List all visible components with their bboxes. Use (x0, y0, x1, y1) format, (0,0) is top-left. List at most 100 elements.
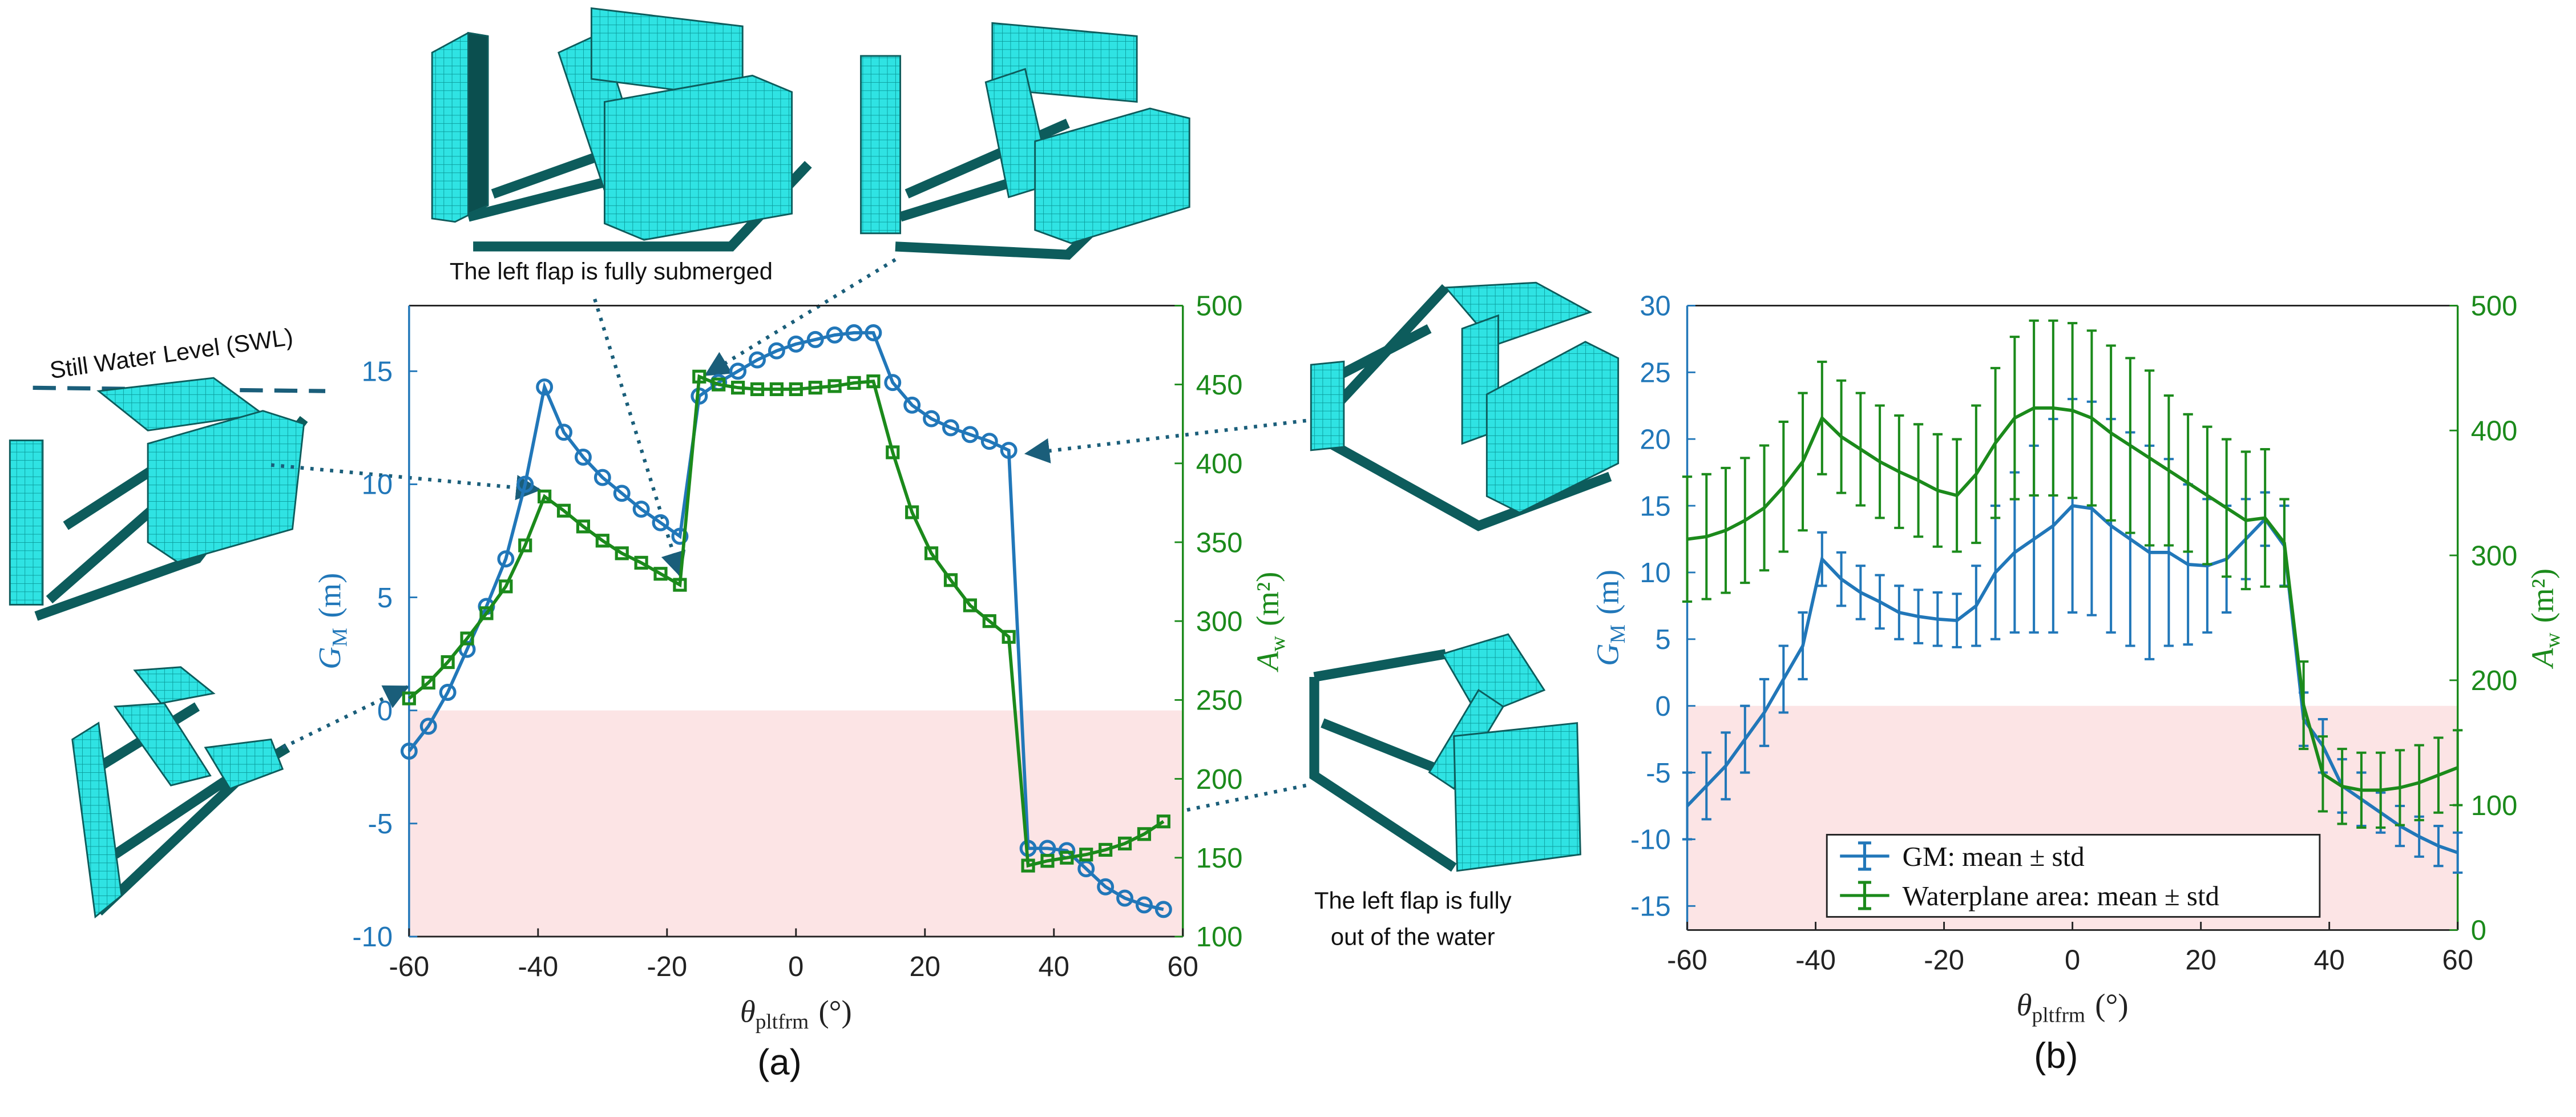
y2-tick-label: 400 (1196, 449, 1243, 479)
point-marker (886, 445, 900, 459)
label-unit: (m) (312, 573, 347, 618)
y2-tick-label: 450 (1196, 370, 1243, 401)
point-marker (576, 519, 591, 534)
point-marker (439, 684, 457, 701)
y2-tick-label: 100 (1196, 922, 1243, 953)
x-tick-label: 20 (910, 951, 940, 982)
point-marker (574, 448, 592, 466)
point-marker (634, 555, 648, 570)
point-marker (595, 534, 609, 548)
series-line (408, 374, 1165, 868)
axis-label: GM (m) (1590, 570, 1630, 666)
series-line (1687, 406, 2458, 792)
render-bottom-right (1309, 633, 1581, 872)
point-marker (1135, 896, 1153, 914)
point-marker (1116, 889, 1134, 907)
render-middle-right (1310, 281, 1620, 531)
y-tick-label: 5 (377, 583, 393, 614)
y2-tick-label: 350 (1196, 527, 1243, 558)
point-marker (1021, 858, 1035, 873)
point-marker (1117, 836, 1132, 850)
x-tick-label: 0 (2065, 945, 2080, 975)
y2-tick-label: 250 (1196, 685, 1243, 716)
point-marker (903, 396, 921, 414)
point-marker (729, 362, 747, 380)
point-marker (479, 606, 494, 620)
point-marker (866, 374, 881, 389)
point-marker (749, 351, 766, 369)
point-marker (419, 717, 437, 735)
label-symbol: G (312, 647, 347, 669)
y2-tick-label: 300 (2471, 541, 2518, 571)
legend-swatch (1840, 881, 1889, 910)
panel-label: (a) (757, 1043, 801, 1083)
point-marker (963, 598, 977, 612)
point-marker (460, 631, 474, 646)
y-tick-label: -5 (368, 809, 393, 840)
x-tick-label: -60 (389, 951, 429, 982)
label-subscript: M (328, 628, 352, 647)
point-marker (1079, 848, 1093, 862)
label-unit: (°) (818, 994, 851, 1029)
point-marker (768, 342, 785, 360)
label-unit: (m²) (2525, 568, 2560, 623)
point-marker (421, 675, 435, 690)
point-marker (1097, 878, 1115, 896)
point-marker (942, 419, 959, 437)
point-marker (400, 743, 418, 760)
axis-label: θpltfrm (°) (2017, 987, 2129, 1027)
render-top-left (431, 7, 812, 252)
label-symbol: θ (740, 994, 756, 1029)
axis-label: Aw (m²) (1250, 572, 1290, 672)
x-tick-label: 0 (788, 951, 804, 982)
point-marker (808, 381, 822, 395)
point-marker (943, 573, 958, 587)
y2-tick-label: 100 (2471, 791, 2518, 821)
y-tick-label: 0 (1656, 691, 1671, 722)
y2-tick-label: 200 (1196, 764, 1243, 795)
x-tick-label: 20 (2185, 945, 2216, 975)
y2-tick-label: 300 (1196, 606, 1243, 637)
point-marker (847, 376, 861, 390)
annotation: The left flap is fully (1314, 887, 1512, 914)
point-marker (538, 489, 552, 503)
point-marker (980, 433, 998, 450)
point-marker (806, 330, 824, 348)
point-marker (923, 410, 940, 428)
point-marker (1137, 827, 1152, 841)
point-marker (865, 324, 882, 341)
point-marker (787, 335, 805, 353)
point-marker (499, 579, 513, 594)
point-marker (826, 326, 843, 344)
point-marker (1040, 854, 1055, 868)
x-tick-label: -20 (1924, 945, 1964, 975)
point-marker (516, 475, 534, 493)
y-tick-label: -10 (1630, 825, 1671, 856)
label-symbol: θ (2017, 987, 2032, 1022)
x-tick-label: 40 (1039, 951, 1069, 982)
y-tick-label: 10 (362, 470, 393, 501)
y-tick-label: -15 (1630, 892, 1671, 922)
point-marker (731, 381, 745, 395)
point-marker (653, 567, 668, 581)
render-top-right (860, 22, 1190, 260)
y2-tick-label: 200 (2471, 666, 2518, 696)
y-tick-label: 30 (1640, 291, 1670, 322)
point-marker (441, 655, 455, 670)
y-tick-label: 15 (1640, 491, 1670, 522)
x-tick-label: -60 (1667, 945, 1707, 975)
y2-tick-label: 0 (2471, 916, 2486, 946)
x-tick-label: -40 (518, 951, 558, 982)
label-symbol: A (2525, 648, 2560, 669)
render-swl (9, 377, 326, 621)
label-subscript: w (2541, 633, 2565, 648)
label-subscript: pltfrm (2032, 1004, 2086, 1027)
render-bottom-left (71, 666, 290, 919)
y-tick-label: 15 (362, 357, 393, 388)
y2-tick-label: 150 (1196, 843, 1243, 874)
y-tick-label: -10 (352, 922, 393, 953)
series-line (407, 331, 1164, 912)
label-unit: (m) (1590, 570, 1625, 615)
point-marker (827, 379, 842, 393)
